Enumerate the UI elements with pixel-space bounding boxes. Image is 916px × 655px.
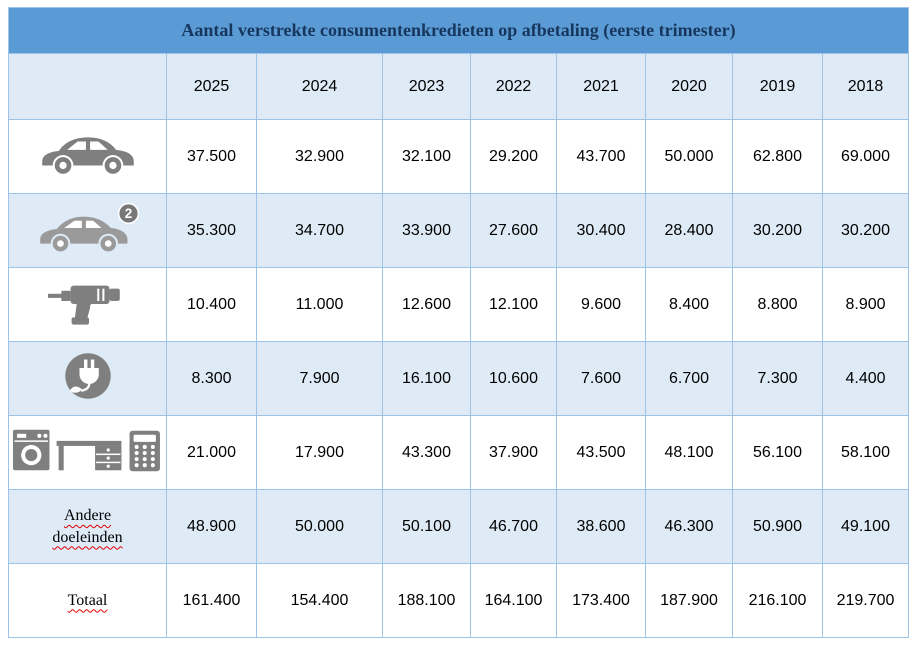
value-cell: 69.000 bbox=[821, 119, 910, 194]
value-cell: 10.400 bbox=[166, 267, 257, 342]
table-row-drill: 10.400 11.000 12.600 12.100 9.600 8.400 … bbox=[8, 267, 910, 342]
household-appliances-icon bbox=[12, 426, 164, 474]
row-header-used-car: 2 bbox=[8, 193, 167, 268]
value-cell: 12.100 bbox=[470, 267, 557, 342]
value-cell: 7.300 bbox=[732, 341, 823, 416]
year-header-2025: 2025 bbox=[166, 53, 257, 120]
row-label-other-purposes: Andere doeleinden bbox=[52, 506, 123, 546]
value-cell: 34.700 bbox=[256, 193, 383, 268]
value-cell: 56.100 bbox=[732, 415, 823, 490]
row-header-new-car bbox=[8, 119, 167, 194]
value-cell: 27.600 bbox=[470, 193, 557, 268]
value-cell: 49.100 bbox=[821, 489, 910, 564]
year-header-2021: 2021 bbox=[556, 53, 646, 120]
value-cell: 43.700 bbox=[556, 119, 646, 194]
table-row-other-purposes: Andere doeleinden 48.900 50.000 50.100 4… bbox=[8, 489, 910, 564]
consumer-credit-table: Aantal verstrekte consumentenkredieten o… bbox=[7, 7, 910, 638]
year-header-row: 2025 2024 2023 2022 2021 2020 2019 2018 bbox=[8, 53, 910, 120]
value-cell: 46.300 bbox=[645, 489, 733, 564]
drill-icon bbox=[47, 278, 128, 326]
row-header-green-energy bbox=[8, 341, 167, 416]
row-header-drill bbox=[8, 267, 167, 342]
value-cell: 8.800 bbox=[732, 267, 823, 342]
value-cell: 43.300 bbox=[382, 415, 471, 490]
table-row-used-car: 2 35.300 34.700 33.900 27.600 30.400 28.… bbox=[8, 193, 910, 268]
year-header-2018: 2018 bbox=[821, 53, 910, 120]
value-cell: 46.700 bbox=[470, 489, 557, 564]
value-cell: 30.200 bbox=[732, 193, 823, 268]
year-header-2023: 2023 bbox=[382, 53, 471, 120]
value-cell: 58.100 bbox=[821, 415, 910, 490]
row-label-total: Totaal bbox=[67, 591, 108, 609]
value-cell: 216.100 bbox=[732, 563, 823, 638]
value-cell: 7.600 bbox=[556, 341, 646, 416]
table-title: Aantal verstrekte consumentenkredieten o… bbox=[7, 7, 910, 54]
value-cell: 9.600 bbox=[556, 267, 646, 342]
value-cell: 164.100 bbox=[470, 563, 557, 638]
table-row-new-car: 37.500 32.900 32.100 29.200 43.700 50.00… bbox=[8, 119, 910, 194]
value-cell: 188.100 bbox=[382, 563, 471, 638]
value-cell: 48.900 bbox=[166, 489, 257, 564]
table-row-green-energy: 8.300 7.900 16.100 10.600 7.600 6.700 7.… bbox=[8, 341, 910, 416]
value-cell: 17.900 bbox=[256, 415, 383, 490]
used-car-icon: 2 bbox=[34, 202, 142, 254]
table-row-appliances: 21.000 17.900 43.300 37.900 43.500 48.10… bbox=[8, 415, 910, 490]
value-cell: 6.700 bbox=[645, 341, 733, 416]
value-cell: 10.600 bbox=[470, 341, 557, 416]
svg-text:2: 2 bbox=[124, 206, 132, 221]
value-cell: 11.000 bbox=[256, 267, 383, 342]
row-header-appliances bbox=[8, 415, 167, 490]
value-cell: 4.400 bbox=[821, 341, 910, 416]
value-cell: 62.800 bbox=[732, 119, 823, 194]
green-energy-plug-icon bbox=[63, 351, 113, 401]
table-title-row: Aantal verstrekte consumentenkredieten o… bbox=[7, 7, 910, 54]
value-cell: 32.100 bbox=[382, 119, 471, 194]
value-cell: 219.700 bbox=[821, 563, 910, 638]
value-cell: 21.000 bbox=[166, 415, 257, 490]
corner-cell bbox=[8, 53, 167, 120]
value-cell: 28.400 bbox=[645, 193, 733, 268]
value-cell: 50.000 bbox=[256, 489, 383, 564]
value-cell: 16.100 bbox=[382, 341, 471, 416]
value-cell: 30.400 bbox=[556, 193, 646, 268]
row-header-total: Totaal bbox=[8, 563, 167, 638]
value-cell: 48.100 bbox=[645, 415, 733, 490]
year-header-2020: 2020 bbox=[645, 53, 733, 120]
value-cell: 50.900 bbox=[732, 489, 823, 564]
value-cell: 12.600 bbox=[382, 267, 471, 342]
value-cell: 33.900 bbox=[382, 193, 471, 268]
year-header-2022: 2022 bbox=[470, 53, 557, 120]
value-cell: 50.100 bbox=[382, 489, 471, 564]
value-cell: 173.400 bbox=[556, 563, 646, 638]
value-cell: 38.600 bbox=[556, 489, 646, 564]
value-cell: 8.300 bbox=[166, 341, 257, 416]
year-header-2019: 2019 bbox=[732, 53, 823, 120]
value-cell: 43.500 bbox=[556, 415, 646, 490]
value-cell: 8.400 bbox=[645, 267, 733, 342]
value-cell: 187.900 bbox=[645, 563, 733, 638]
value-cell: 30.200 bbox=[821, 193, 910, 268]
new-car-icon bbox=[36, 130, 140, 178]
value-cell: 7.900 bbox=[256, 341, 383, 416]
value-cell: 37.900 bbox=[470, 415, 557, 490]
table-row-total: Totaal 161.400 154.400 188.100 164.100 1… bbox=[8, 563, 910, 638]
value-cell: 29.200 bbox=[470, 119, 557, 194]
value-cell: 161.400 bbox=[166, 563, 257, 638]
value-cell: 50.000 bbox=[645, 119, 733, 194]
year-header-2024: 2024 bbox=[256, 53, 383, 120]
value-cell: 37.500 bbox=[166, 119, 257, 194]
row-header-other-purposes: Andere doeleinden bbox=[8, 489, 167, 564]
value-cell: 154.400 bbox=[256, 563, 383, 638]
value-cell: 32.900 bbox=[256, 119, 383, 194]
value-cell: 35.300 bbox=[166, 193, 257, 268]
value-cell: 8.900 bbox=[821, 267, 910, 342]
